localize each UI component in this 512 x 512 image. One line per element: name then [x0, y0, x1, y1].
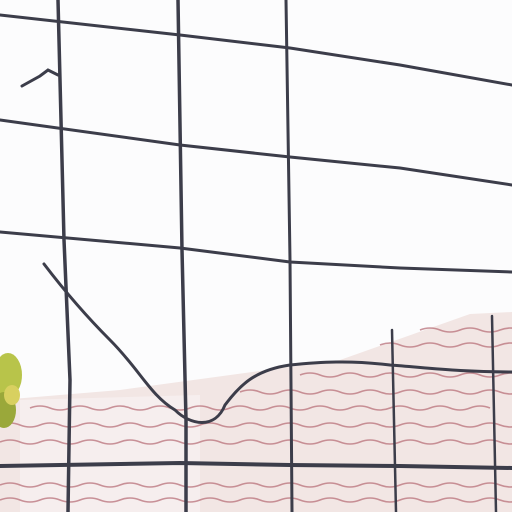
foliage: [0, 353, 22, 428]
roof-lower: [20, 395, 200, 512]
roof-tiles: [0, 327, 512, 503]
fence-posts: [56, 0, 498, 512]
fence-wires: [0, 13, 512, 470]
